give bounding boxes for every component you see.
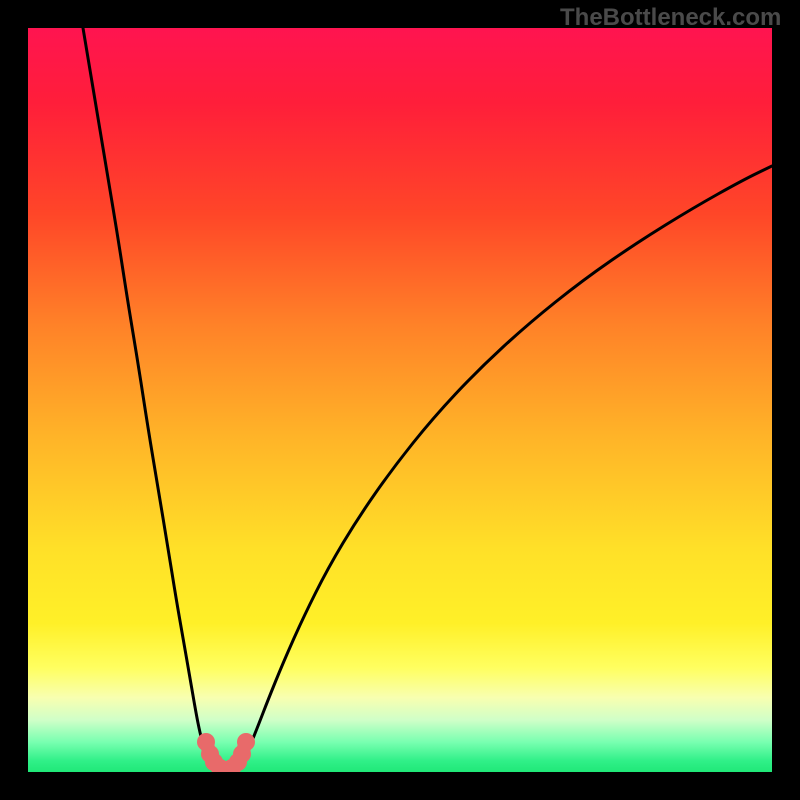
watermark-text: TheBottleneck.com	[560, 4, 781, 32]
marker-point	[237, 733, 255, 751]
curve-right-branch	[242, 166, 772, 764]
curve-overlay	[28, 28, 772, 772]
chart-root: TheBottleneck.com	[0, 0, 800, 800]
plot-area	[28, 28, 772, 772]
curve-left-branch	[83, 28, 209, 764]
